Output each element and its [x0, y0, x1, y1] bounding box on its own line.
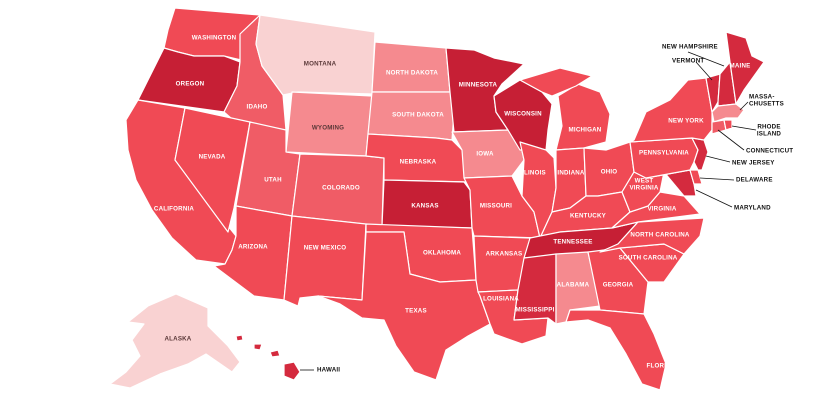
label-west-virginia-line1: WEST [635, 178, 654, 185]
state-montana[interactable] [255, 14, 376, 96]
label-vermont: VERMONT [672, 58, 704, 65]
state-hawaii-maui[interactable] [269, 349, 281, 358]
label-mississippi: MISSISSIPPI [516, 307, 555, 314]
state-hawaii-oahu[interactable] [253, 343, 263, 351]
state-alaska[interactable] [109, 293, 241, 389]
label-tennessee: TENNESSEE [553, 239, 592, 246]
state-north-carolina[interactable] [599, 217, 705, 255]
label-nevada: NEVADA [199, 154, 226, 161]
state-hawaii-kauai[interactable] [235, 334, 244, 342]
label-wisconsin: WISCONSIN [504, 111, 542, 118]
label-virginia: VIRGINIA [647, 206, 676, 213]
label-south-dakota: SOUTH DAKOTA [392, 112, 444, 119]
label-louisiana: LOUISIANA [483, 296, 519, 303]
label-arkansas: ARKANSAS [486, 251, 523, 258]
leader-rhode-island [731, 125, 757, 131]
label-rhode-island-line1: RHODE [757, 124, 780, 131]
label-new-york: NEW YORK [668, 118, 704, 125]
label-colorado: COLORADO [322, 185, 360, 192]
label-montana: MONTANA [304, 61, 337, 68]
state-nevada[interactable] [174, 107, 251, 233]
leader-vermont [695, 61, 713, 81]
label-washington: WASHINGTON [192, 35, 237, 42]
state-north-dakota[interactable] [371, 41, 451, 93]
label-alabama: ALABAMA [557, 282, 590, 289]
state-maine[interactable] [725, 31, 765, 105]
state-massachusetts[interactable] [711, 103, 745, 123]
label-kansas: KANSAS [411, 203, 438, 210]
label-maryland: MARYLAND [734, 205, 771, 212]
label-kentucky: KENTUCKY [570, 213, 607, 220]
label-wyoming: WYOMING [312, 125, 344, 132]
leader-delaware [699, 177, 735, 181]
label-indiana: INDIANA [557, 170, 585, 177]
label-new-jersey: NEW JERSEY [732, 160, 775, 167]
label-west-virginia-line2: VIRGINIA [629, 185, 658, 192]
state-texas[interactable] [317, 231, 491, 381]
label-oklahoma: OKLAHOMA [423, 250, 461, 257]
label-new-hampshire: NEW HAMPSHIRE [662, 44, 718, 51]
label-missouri: MISSOURI [480, 203, 512, 210]
label-north-dakota: NORTH DAKOTA [386, 70, 438, 77]
label-florida: FLORIDA [647, 363, 676, 370]
state-new-jersey[interactable] [691, 137, 709, 171]
state-florida[interactable] [565, 309, 667, 391]
state-michigan[interactable] [555, 83, 611, 151]
label-minnesota: MINNESOTA [459, 82, 498, 89]
leader-new-jersey [705, 155, 731, 163]
label-idaho: IDAHO [247, 104, 268, 111]
leader-maryland [695, 189, 733, 208]
label-connecticut: CONNECTICUT [746, 148, 793, 155]
label-maine: MAINE [730, 63, 751, 70]
label-ohio: OHIO [601, 169, 618, 176]
label-texas: TEXAS [405, 308, 427, 315]
leader-new-hampshire [687, 51, 725, 67]
label-south-carolina: SOUTH CAROLINA [619, 255, 678, 262]
state-hawaii[interactable] [283, 361, 301, 381]
label-arizona: ARIZONA [238, 244, 268, 251]
label-iowa: IOWA [476, 151, 494, 158]
label-pennsylvania: PENNSYLVANIA [639, 150, 689, 157]
label-hawaii: HAWAII [317, 367, 340, 374]
label-massachusetts-line1: MASSA- [749, 94, 775, 101]
label-oregon: OREGON [176, 81, 205, 88]
label-nebraska: NEBRASKA [400, 159, 437, 166]
state-michigan-upper[interactable] [519, 67, 593, 97]
label-new-mexico: NEW MEXICO [304, 245, 347, 252]
label-massachusetts-line2: CHUSETTS [749, 101, 784, 108]
label-georgia: GEORGIA [603, 282, 634, 289]
label-delaware: DELAWARE [736, 177, 773, 184]
label-california: CALIFORNIA [154, 206, 194, 213]
label-illinois: ILLINOIS [518, 170, 546, 177]
label-alaska: ALASKA [165, 336, 192, 343]
label-rhode-island-line2: ISLAND [757, 131, 782, 138]
state-delaware[interactable] [689, 169, 703, 185]
state-new-york[interactable] [629, 77, 713, 143]
label-north-carolina: NORTH CAROLINA [630, 232, 690, 239]
leader-massachusetts [739, 101, 749, 111]
state-new-mexico[interactable] [283, 215, 367, 307]
leader-connecticut [717, 129, 745, 151]
state-rhode-island[interactable] [723, 119, 733, 131]
label-utah: UTAH [264, 177, 282, 184]
label-michigan: MICHIGAN [569, 127, 602, 134]
